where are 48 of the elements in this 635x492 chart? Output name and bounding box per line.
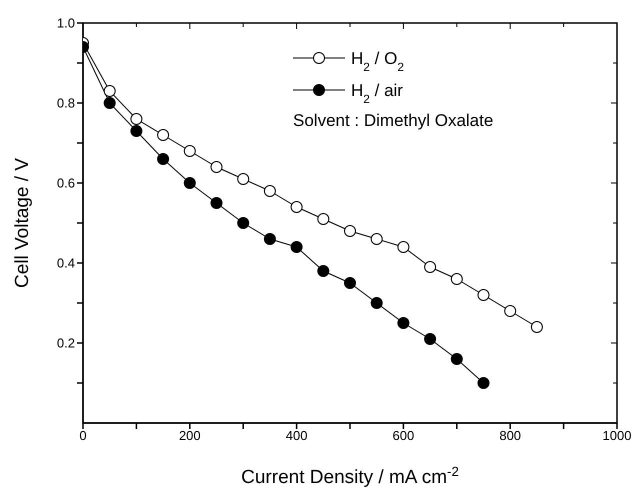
point xyxy=(184,177,196,189)
point xyxy=(530,321,543,333)
point xyxy=(264,233,276,245)
point xyxy=(290,241,303,253)
point xyxy=(424,333,436,345)
point xyxy=(450,353,463,365)
point xyxy=(104,97,116,109)
point xyxy=(290,201,303,213)
legend-label: H$_{2}$ / air xyxy=(351,81,404,106)
y-axis-title: Cell Voltage / V xyxy=(12,158,33,288)
point xyxy=(264,185,276,197)
annotation: Solvent : Dimethyl Oxalate xyxy=(293,111,494,130)
x-tick-label: 0 xyxy=(79,428,87,444)
x-tick-label: 600 xyxy=(392,428,414,444)
y-tick-label: 0.6 xyxy=(56,176,75,191)
x-axis-title: Current Density / mA cm$^{-2}$ xyxy=(241,464,459,488)
y-tick-label: 0.8 xyxy=(56,96,75,111)
point xyxy=(504,305,516,317)
point xyxy=(397,241,410,253)
point xyxy=(184,145,196,157)
point xyxy=(130,125,142,137)
x-tick-label: 800 xyxy=(499,428,522,444)
point xyxy=(344,277,356,289)
x-tick-label: 400 xyxy=(286,428,308,444)
point xyxy=(237,217,250,229)
y-tick-label: 0.2 xyxy=(56,336,75,351)
y-tick-label: 1.0 xyxy=(56,16,75,31)
point xyxy=(104,85,116,97)
y-tick-label: 0.4 xyxy=(56,256,75,271)
point xyxy=(210,197,222,209)
legend-label: H$_{2}$ / O$_{2}$ xyxy=(351,49,404,74)
point xyxy=(478,377,490,389)
point xyxy=(478,289,490,301)
point xyxy=(344,225,356,237)
point xyxy=(130,113,142,125)
point xyxy=(317,213,330,225)
point xyxy=(157,129,170,141)
point xyxy=(370,297,383,309)
x-tick-label: 1000 xyxy=(602,428,632,444)
point xyxy=(157,153,170,165)
point xyxy=(450,273,463,285)
point xyxy=(397,317,410,329)
point xyxy=(237,173,250,185)
point xyxy=(370,233,383,245)
point xyxy=(317,265,330,277)
point xyxy=(210,161,222,173)
point xyxy=(424,261,436,273)
x-tick-label: 200 xyxy=(178,428,201,444)
